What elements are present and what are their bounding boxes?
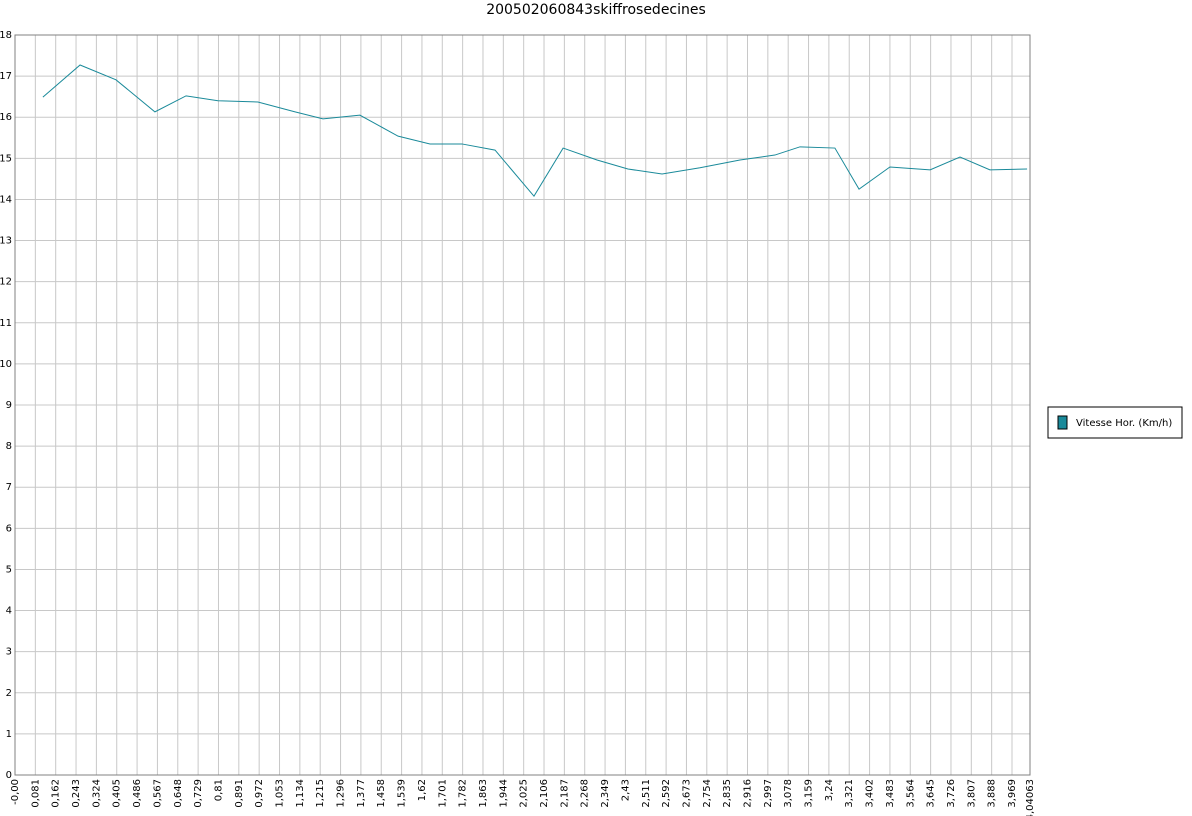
y-tick-label: 0 [6,770,12,781]
x-tick-label: 3,402 [865,779,876,808]
x-tick-label: 3,321 [844,779,855,808]
x-tick-label: 2,43 [620,779,631,801]
x-tick-label: 0,567 [152,779,163,808]
x-tick-label: 1,701 [437,779,448,808]
x-tick-label: 2,754 [702,779,713,808]
x-tick-label: 2,349 [600,779,611,808]
y-tick-label: 6 [6,523,12,534]
x-tick-label: 1,944 [498,779,509,808]
legend-label: Vitesse Hor. (Km/h) [1076,418,1172,429]
x-tick-label: 1,215 [315,779,326,808]
x-tick-label: 3,24 [824,779,835,801]
x-tick-label: 3,483 [885,779,896,808]
x-tick-label: 0,729 [193,779,204,808]
y-tick-label: 2 [6,688,12,699]
x-tick-label: 3,969 [1007,779,1018,808]
x-tick-label: 3,807 [966,779,977,808]
x-tick-label: 2,187 [559,779,570,808]
x-tick-label: 2,916 [742,779,753,808]
y-tick-label: 12 [0,277,12,288]
x-tick-label: 2,997 [763,779,774,808]
y-tick-label: 17 [0,71,12,82]
legend-marker [1057,415,1068,430]
y-tick-label: 14 [0,194,12,205]
x-tick-label: 3,159 [804,779,815,808]
x-tick-label: 0,324 [91,779,102,808]
x-tick-label: 0,648 [173,779,184,808]
x-tick-label: 4,04063 [1025,779,1036,816]
x-tick-label: 0,081 [30,779,41,808]
x-tick-label: 1,296 [336,779,347,808]
x-tick-label: 1,134 [295,779,306,808]
x-tick-label: 2,673 [681,779,692,808]
x-tick-label: 0,891 [234,779,245,808]
legend-box [1047,406,1183,439]
x-tick-label: 0,486 [132,779,143,808]
x-tick-label: 2,592 [661,779,672,808]
x-tick-label: -0,00 [10,779,21,805]
x-tick-label: 1,458 [376,779,387,808]
x-tick-label: 1,62 [417,779,428,801]
x-tick-label: 0,162 [51,779,62,808]
data-line [42,64,1028,198]
y-tick-label: 16 [0,112,12,123]
x-tick-label: 1,053 [275,779,286,808]
x-tick-label: 3,564 [905,779,916,808]
x-tick-label: 3,078 [783,779,794,808]
x-tick-label: 1,782 [458,779,469,808]
x-tick-label: 0,81 [213,779,224,801]
x-tick-label: 1,377 [356,779,367,808]
chart-title: 200502060843skiffrosedecines [486,2,706,18]
x-tick-label: 1,863 [478,779,489,808]
x-tick-label: 2,106 [539,779,550,808]
y-tick-label: 5 [6,564,12,575]
x-tick-label: 0,405 [112,779,123,808]
x-tick-label: 1,539 [397,779,408,808]
y-tick-label: 13 [0,236,12,247]
x-tick-label: 0,972 [254,779,265,808]
x-tick-label: 2,025 [519,779,530,808]
x-tick-label: 3,645 [926,779,937,808]
y-tick-label: 1 [6,729,12,740]
x-tick-label: 3,726 [946,779,957,808]
x-tick-label: 2,268 [580,779,591,808]
x-tick-label: 2,511 [641,779,652,808]
y-tick-label: 15 [0,153,12,164]
y-tick-label: 4 [6,606,12,617]
plot-border [14,34,1031,776]
y-tick-label: 9 [6,400,12,411]
y-tick-label: 11 [0,318,12,329]
x-tick-label: 3,888 [987,779,998,808]
x-tick-label: 2,835 [722,779,733,808]
x-tick-label: 0,243 [71,779,82,808]
y-tick-label: 18 [0,30,12,41]
y-tick-label: 10 [0,359,12,370]
y-tick-label: 8 [6,441,12,452]
y-tick-label: 7 [6,482,12,493]
y-tick-label: 3 [6,647,12,658]
